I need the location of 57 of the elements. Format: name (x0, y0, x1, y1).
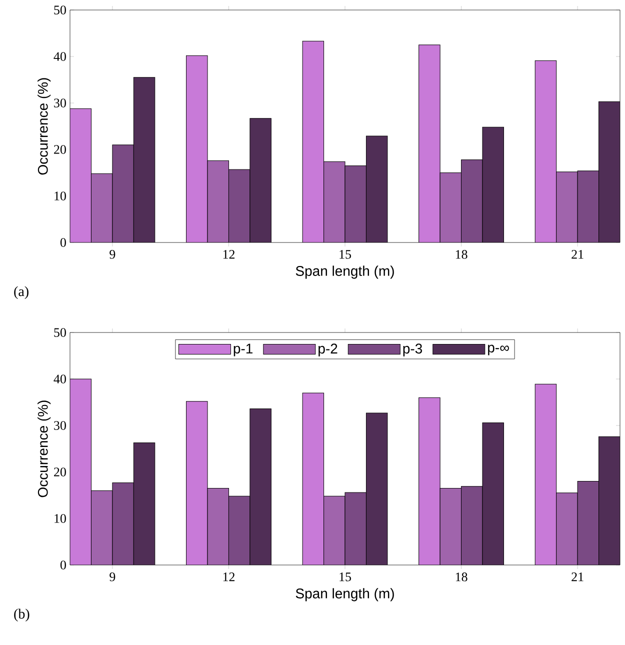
y-tick-label: 40 (54, 52, 66, 61)
y-tick-label: 30 (54, 98, 66, 108)
y-tick-label: 20 (54, 468, 66, 476)
legend-label: p-3 (403, 344, 422, 356)
bar (112, 482, 134, 565)
bar (324, 161, 346, 242)
x-tick-label: 15 (340, 250, 351, 259)
bar (366, 412, 388, 565)
y-tick-label: 50 (54, 6, 66, 14)
x-tick-label: 18 (456, 250, 468, 259)
bar (598, 436, 620, 565)
bar (577, 170, 600, 242)
y-axis-title: Occurrence (%) (38, 78, 51, 175)
bar (577, 481, 600, 565)
text: (b) (14, 608, 30, 622)
bar (344, 166, 366, 242)
bar (228, 496, 250, 565)
bar (461, 159, 483, 242)
bar (250, 408, 272, 565)
bar (250, 118, 272, 242)
bar (598, 101, 620, 242)
y-tick-label: 40 (54, 374, 66, 384)
y-axis-title: Occurrence (%) (38, 400, 51, 498)
bar (112, 144, 134, 242)
x-tick-label: 18 (456, 572, 468, 582)
text: (a) (14, 286, 28, 299)
bar (133, 77, 156, 242)
y-tick-label: 50 (54, 328, 66, 337)
y-tick-label: 10 (54, 514, 66, 523)
x-axis-title: Span length (m) (296, 588, 394, 602)
legend-label: p-2 (318, 344, 338, 356)
bar (482, 422, 504, 565)
bar (482, 126, 504, 242)
bar (133, 442, 156, 565)
x-tick-label: 21 (572, 572, 584, 582)
x-tick-label: 15 (340, 572, 351, 582)
x-tick-label: 12 (223, 572, 235, 582)
y-tick-label: 30 (54, 421, 66, 430)
legend-label: p-1 (234, 344, 252, 356)
x-tick-label: 12 (223, 250, 235, 259)
y-tick-label: 0 (60, 560, 66, 570)
bar (461, 486, 483, 565)
y-tick-label: 10 (54, 192, 66, 200)
y-tick-label: 0 (60, 238, 66, 247)
bar (228, 169, 250, 242)
bar (366, 136, 388, 242)
bar (556, 172, 578, 242)
x-tick-label: 21 (572, 250, 584, 259)
legend-label: p-∞ (488, 344, 509, 356)
bar (207, 160, 229, 242)
bar (440, 172, 462, 242)
bar (90, 173, 113, 242)
y-tick-label: 20 (54, 145, 66, 154)
bar (344, 492, 366, 565)
x-tick-label: 9 (110, 572, 116, 582)
x-tick-label: 9 (110, 250, 116, 259)
x-axis-title: Span length (m) (296, 266, 394, 279)
